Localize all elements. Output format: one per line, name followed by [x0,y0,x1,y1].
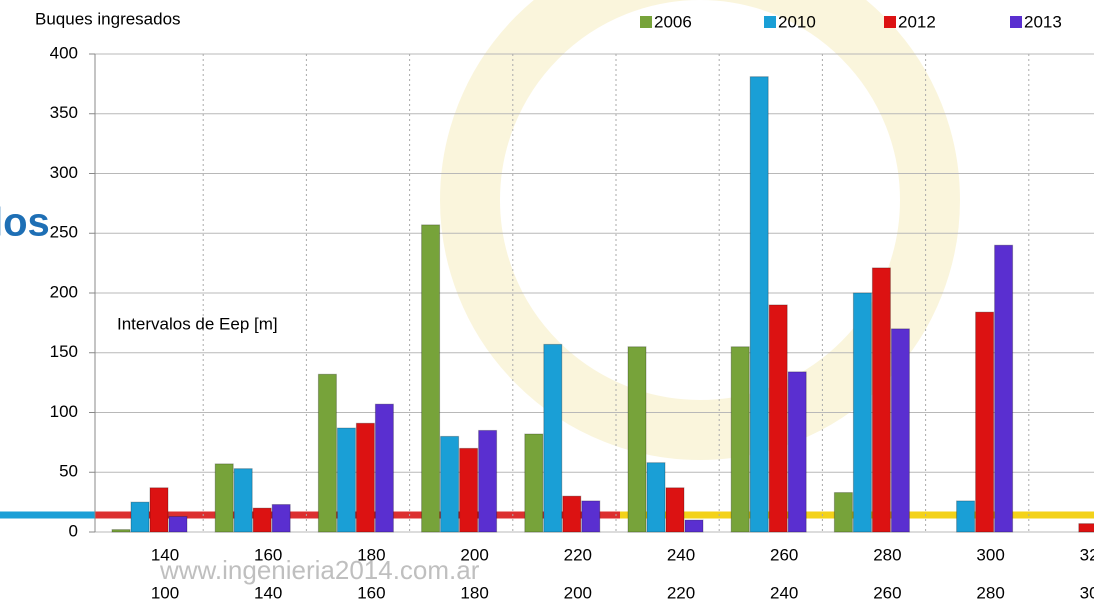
bar [646,462,666,533]
y-tick-label: 150 [50,342,78,361]
bar [440,435,460,533]
bar [111,529,131,533]
bar [787,371,807,533]
x-tick-label: 100 [151,583,179,602]
y-tick-label: 50 [59,462,78,481]
x-tick-label: 160 [357,583,385,602]
bar [524,433,544,533]
legend-swatch [1010,16,1022,28]
bar [871,267,891,533]
x-tick-label: 300 [1080,583,1094,602]
bar [833,492,853,533]
x-tick-label: 240 [667,545,695,564]
bar [627,346,647,533]
x-tick-label: 160 [254,545,282,564]
plot: 0 50 100 150 200 250 300 350 400 140 100 160 140 180 1… [50,43,1094,602]
x-tick-label: 322 [1080,545,1094,564]
x-tick-label: 180 [460,583,488,602]
x-tick-label: 240 [770,583,798,602]
bar [149,487,169,533]
legend-swatch [764,16,776,28]
x-tick-label: 180 [357,545,385,564]
bar [478,429,498,533]
x-tick-label: 140 [254,583,282,602]
bar [355,422,375,533]
bar [317,373,337,533]
y-tick-label: 200 [50,282,78,301]
bar [665,487,685,533]
heading-fragment: los [0,201,50,245]
legend-label: 2012 [898,12,936,31]
chart-title: Buques ingresados [35,9,181,28]
bar [562,495,582,533]
y-tick-label: 0 [69,521,78,540]
bar [975,311,995,533]
watermark: www.ingenieria2014.com.ar [159,555,480,585]
bar [130,501,150,533]
bar [421,224,441,533]
bar [730,346,750,533]
bar [543,343,563,533]
bar [956,500,976,533]
bar [1078,523,1094,533]
bar [749,76,769,533]
x-tick-label: 200 [460,545,488,564]
bar [994,244,1014,533]
bar [459,447,479,533]
y-tick-label: 300 [50,163,78,182]
x-tick-label: 280 [976,583,1004,602]
bar [374,403,394,533]
bar [890,328,910,533]
bar [336,427,356,533]
y-tick-label: 350 [50,103,78,122]
legend-label: 2006 [654,12,692,31]
bar [581,500,601,533]
y-tick-label: 250 [50,223,78,242]
x-tick-label: 260 [873,583,901,602]
legend-label: 2010 [778,12,816,31]
bar [233,468,253,533]
bar [684,519,704,533]
x-tick-label: 260 [770,545,798,564]
legend-swatch [640,16,652,28]
x-tick-label: 220 [667,583,695,602]
annotation: Intervalos de Eep [m] [117,314,278,333]
bar [271,504,291,533]
x-tick-label: 140 [151,545,179,564]
bar [252,507,272,533]
background-logo [440,0,960,460]
bar [214,463,234,533]
x-tick-label: 280 [873,545,901,564]
bar [852,292,872,533]
y-tick-label: 100 [50,402,78,421]
bar [768,304,788,533]
x-tick-label: 200 [564,583,592,602]
y-tick-label: 400 [50,43,78,62]
x-tick-label: 220 [564,545,592,564]
bar [168,515,188,533]
x-tick-label: 300 [976,545,1004,564]
legend-label: 2013 [1024,12,1062,31]
legend-swatch [884,16,896,28]
